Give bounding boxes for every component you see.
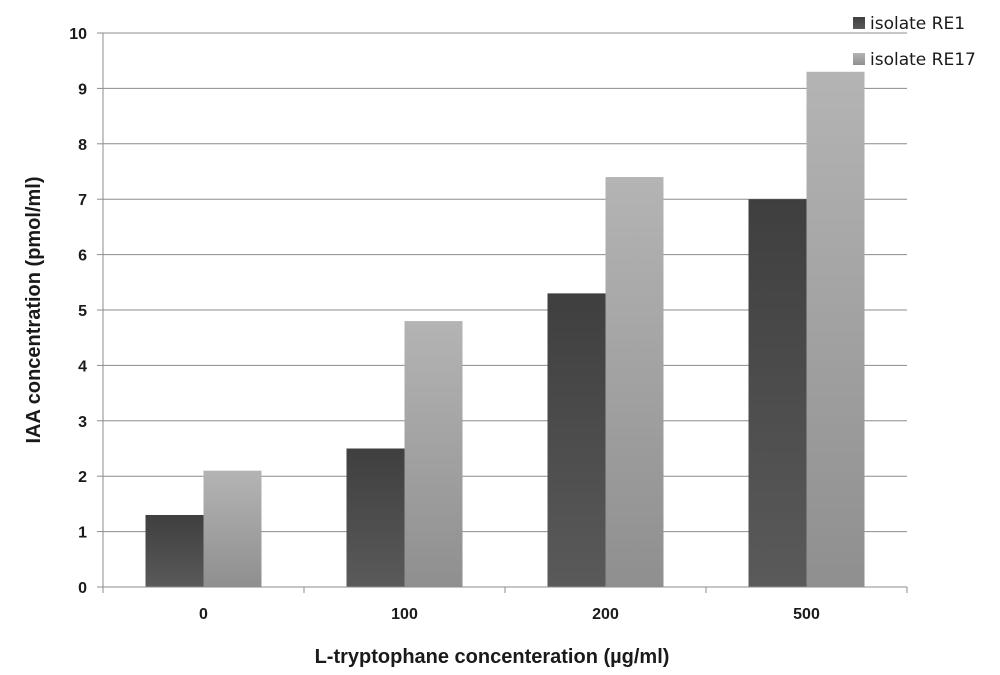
y-tick-label: 7 — [78, 192, 87, 209]
bar-re1-0 — [145, 514, 204, 587]
x-axis-title: L-tryptophane concenteration (µg/ml) — [315, 646, 670, 668]
bar-re1-200 — [547, 293, 606, 587]
y-tick-label: 5 — [78, 303, 87, 320]
y-tick-label: 9 — [78, 81, 87, 98]
legend-swatch-re17 — [853, 53, 865, 65]
bars — [145, 71, 865, 588]
y-tick-label: 10 — [69, 26, 87, 43]
y-tick-label: 2 — [78, 469, 87, 486]
x-tick-label: 0 — [199, 606, 208, 623]
legend-swatch-re1 — [853, 17, 865, 29]
bar-re1-500 — [748, 199, 807, 587]
axes — [97, 32, 908, 593]
x-tick-label: 500 — [793, 606, 820, 623]
y-tick-label: 0 — [78, 580, 87, 597]
bar-re17-0 — [203, 470, 262, 587]
y-tick-label: 6 — [78, 248, 87, 265]
x-tick-label: 100 — [391, 606, 418, 623]
y-axis-title: IAA concentration (pmol/ml) — [23, 176, 45, 443]
y-tick-label: 4 — [78, 358, 87, 375]
legend-label-re17: isolate RE17 — [870, 50, 976, 70]
legend-label-re1: isolate RE1 — [870, 14, 965, 34]
bar-re17-200 — [605, 177, 664, 588]
bar-re17-100 — [404, 321, 463, 587]
y-tick-label: 1 — [78, 525, 87, 542]
legend: isolate RE1 isolate RE17 — [853, 14, 976, 70]
bar-re1-100 — [346, 448, 405, 587]
x-tick-label: 200 — [592, 606, 619, 623]
y-tick-label: 3 — [78, 414, 87, 431]
y-tick-label: 8 — [78, 137, 87, 154]
bar-re17-500 — [806, 71, 865, 587]
